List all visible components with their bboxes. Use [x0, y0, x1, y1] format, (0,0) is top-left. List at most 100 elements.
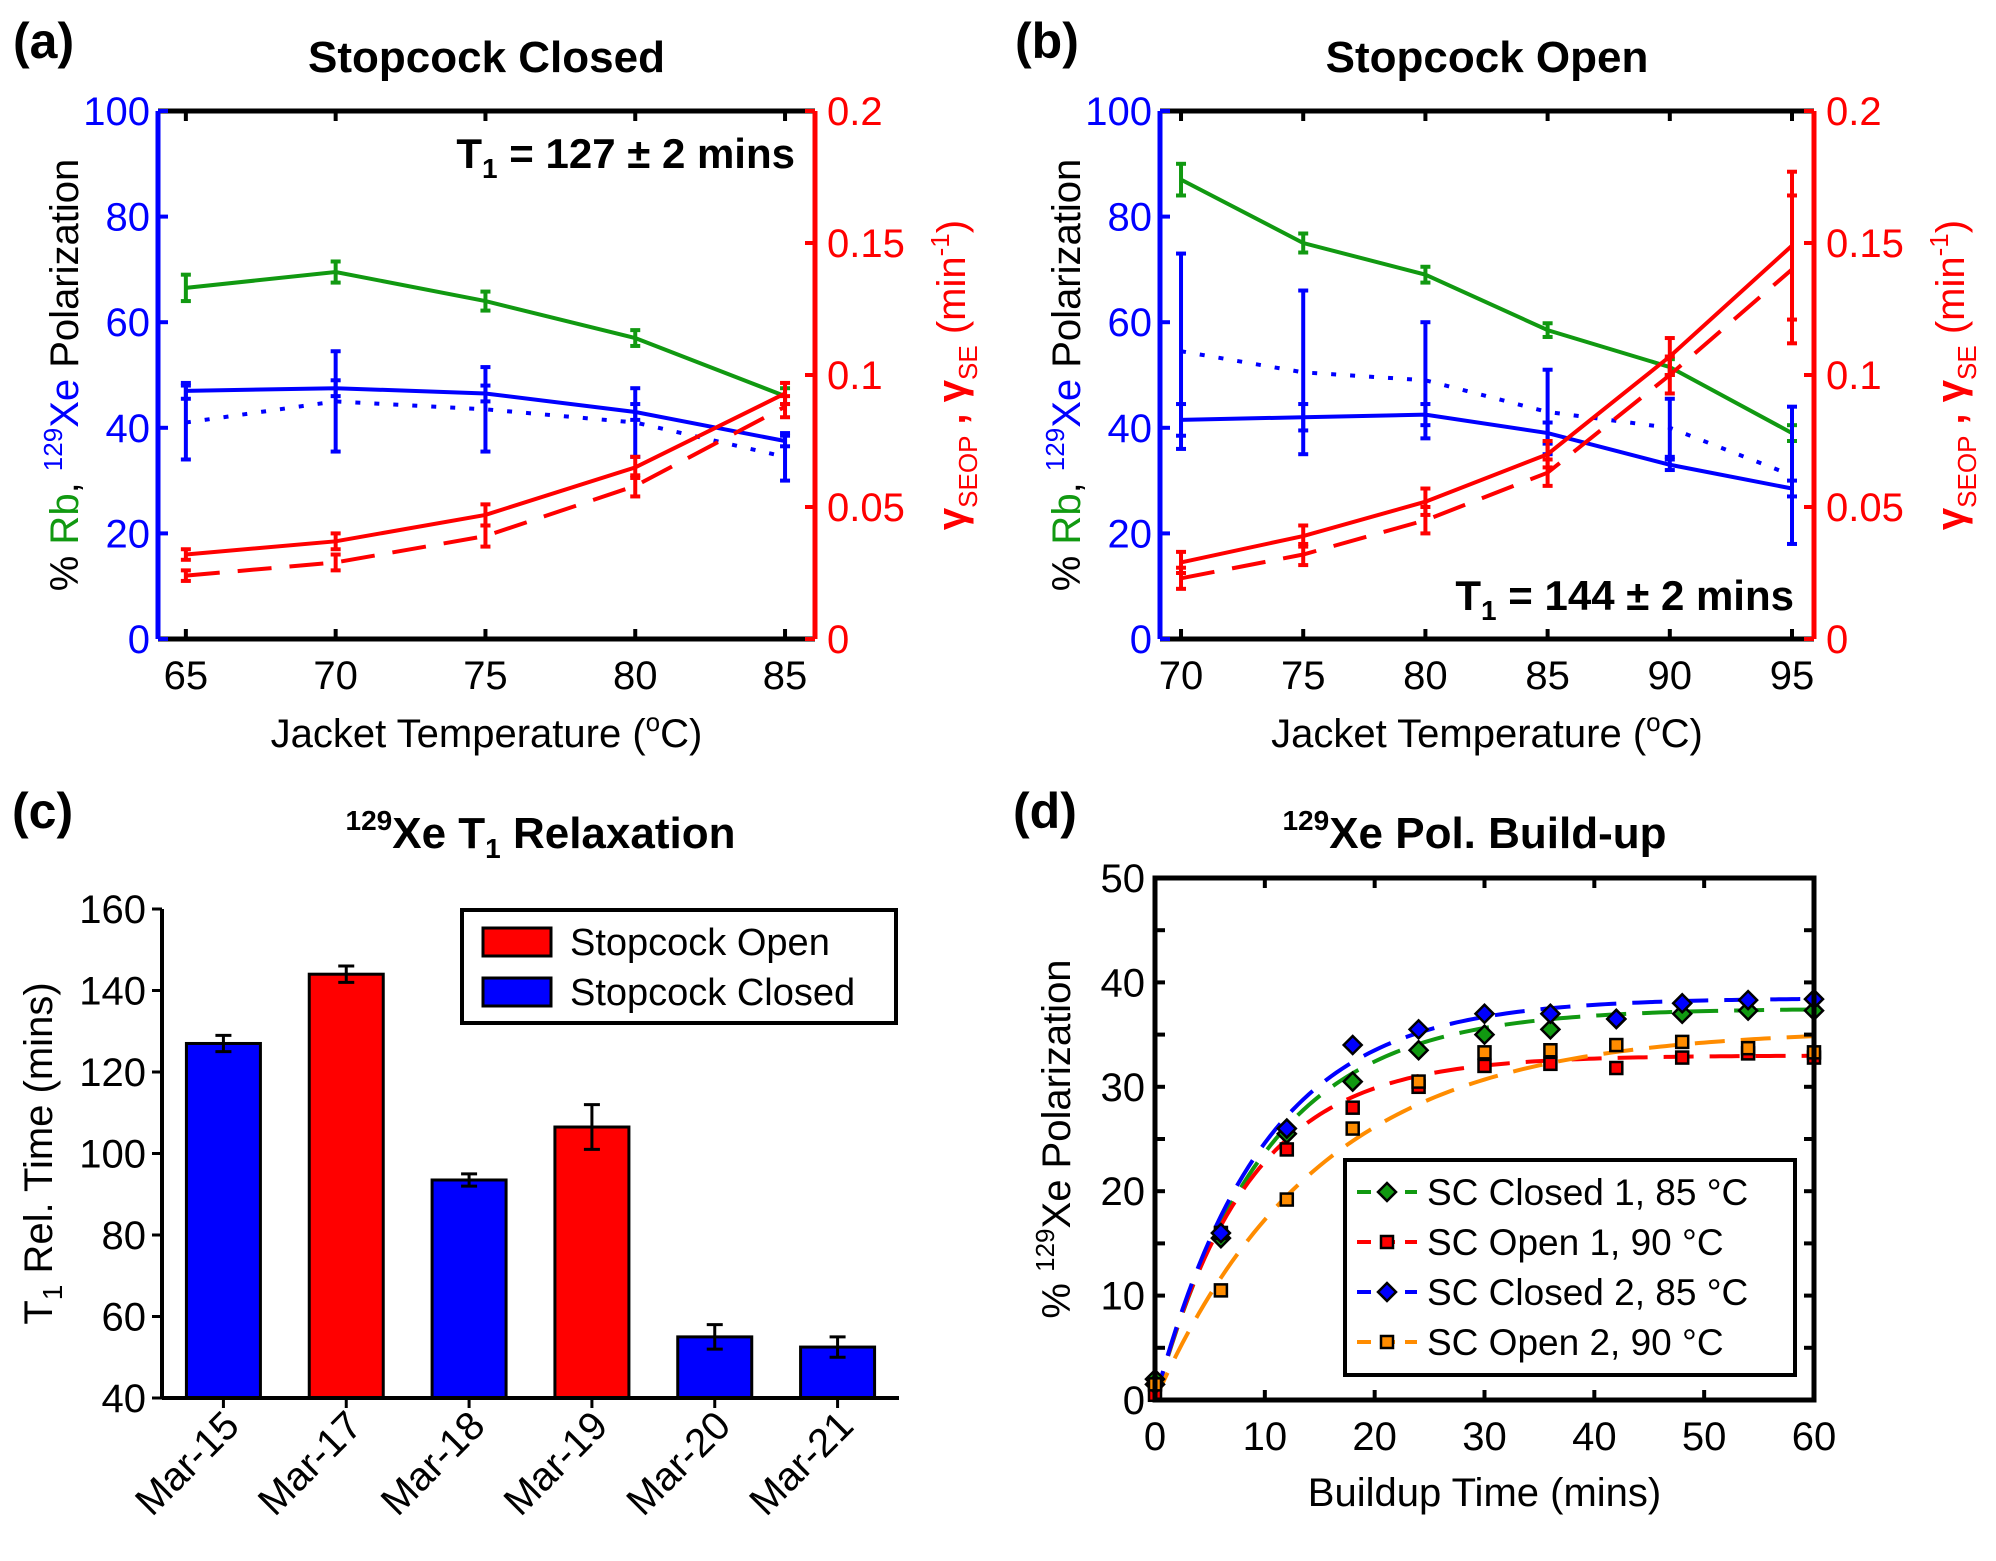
y2-tick-label: 0 [827, 618, 849, 662]
x-tick-label: 95 [1770, 654, 1815, 698]
series-line [1180, 267, 1794, 581]
data-point-square [1477, 1058, 1492, 1074]
legend-label: SC Open 1, 90 °C [1427, 1222, 1724, 1263]
x-tick-label: 85 [763, 654, 808, 698]
y2-tick-label: 0.1 [1826, 354, 1882, 398]
x-tick-label: 70 [313, 654, 358, 698]
text-span: Polarization [43, 159, 87, 379]
chart-title: Stopcock Closed [308, 33, 665, 82]
x-tick-label: 80 [1403, 654, 1448, 698]
text-span: T [456, 130, 482, 177]
text-span: ) [930, 220, 974, 233]
data-point-square [1543, 1043, 1558, 1058]
legend-box [1343, 1158, 1797, 1377]
text-span: γ [1929, 507, 1973, 530]
legend-label: SC Closed 2, 85 °C [1427, 1272, 1748, 1313]
y-tick-label: 20 [1101, 1170, 1146, 1214]
text-span: Xe Polarization [1035, 959, 1079, 1228]
data-point-diamond [1407, 1039, 1430, 1062]
series-line [1180, 244, 1794, 565]
panel-label: (c) [12, 783, 73, 839]
data-point-diamond [1376, 1281, 1398, 1303]
y-tick-label: 50 [1101, 857, 1146, 901]
data-point-diamond [1473, 1002, 1496, 1025]
x-tick-label: 75 [1281, 654, 1326, 698]
panel-label: (d) [1013, 783, 1077, 839]
y2-tick-label: 0.05 [1826, 486, 1904, 530]
data-point-square [1345, 1121, 1360, 1136]
text-span: 1 [482, 153, 498, 184]
text-span: Jacket Temperature ( [1271, 712, 1647, 756]
series-line [1180, 412, 1793, 491]
text-span: % [43, 545, 87, 592]
y-tick-label: 140 [79, 970, 146, 1014]
data-point-square [1674, 1034, 1690, 1050]
data-point-diamond [1376, 1181, 1398, 1203]
text-span: Rel. Time (mins) [17, 982, 61, 1284]
x-tick-label: 30 [1462, 1415, 1507, 1459]
text-span: Xe [1045, 379, 1089, 428]
y-tick-label: 100 [1085, 90, 1152, 134]
x-tick-label: Mar-17 [250, 1403, 371, 1524]
text-span: ) [1929, 220, 1973, 233]
series-line [1180, 349, 1793, 478]
x-tick-label: Mar-15 [127, 1403, 248, 1524]
y-axis-label: % Rb, 129Xe Polarization [38, 159, 87, 592]
y-tick-label: 80 [102, 1214, 147, 1258]
data-point-diamond [1737, 989, 1759, 1011]
x-tick-label: 65 [164, 654, 209, 698]
chart-title: 129Xe Pol. Build-up [1282, 805, 1666, 858]
x-tick-label: Mar-18 [373, 1403, 494, 1524]
x-tick-label: 50 [1682, 1415, 1727, 1459]
panel-label: (b) [1015, 13, 1079, 69]
y2-tick-label: 0.05 [827, 486, 905, 530]
x-axis-label: Jacket Temperature (oC) [1271, 707, 1703, 756]
y2-axis-label: γSEOP , γSE (min-1) [925, 220, 983, 530]
text-span: o [646, 707, 660, 737]
text-span: , [1045, 471, 1089, 493]
text-span: SE [953, 345, 983, 380]
x-tick-label: 60 [1792, 1415, 1837, 1459]
data-point-diamond [1407, 1018, 1430, 1041]
data-point-square [1740, 1040, 1756, 1056]
text-span: Xe Pol. Build-up [1329, 809, 1666, 858]
text-span: Xe T [392, 809, 485, 858]
legend: SC Closed 1, 85 °C SC Open 1, 90 °C SC Clo… [1343, 1158, 1797, 1377]
panel-d: (d) 129Xe Pol. Build-up0 10 20 30 40 50 6001020… [1013, 783, 1836, 1515]
data-point-square [1279, 1142, 1295, 1157]
data-point-diamond [1210, 1222, 1232, 1244]
y-tick-label: 60 [102, 1296, 147, 1340]
y-tick-label: 40 [102, 1377, 147, 1421]
y-tick-label: 30 [1101, 1066, 1146, 1110]
y2-tick-label: 0.15 [827, 222, 905, 266]
text-span: SEOP [953, 436, 983, 508]
fit-curve [1153, 1034, 1815, 1401]
data-point-square [1345, 1100, 1360, 1115]
y-tick-label: 10 [1101, 1275, 1146, 1319]
legend-swatch [481, 976, 553, 1008]
text-span: % [1035, 1272, 1079, 1319]
text-span: , γ [930, 379, 974, 435]
data-point-square [1411, 1074, 1426, 1089]
x-axis-label: Jacket Temperature (oC) [271, 707, 703, 756]
x-tick-label: 20 [1352, 1415, 1397, 1459]
legend-label: SC Open 2, 90 °C [1427, 1322, 1724, 1363]
data-point-square [1609, 1060, 1624, 1076]
data-point-diamond [1341, 1070, 1364, 1093]
annotation-t1: T1 = 127 ± 2 mins [456, 130, 795, 184]
bar [430, 1178, 508, 1400]
x-tick-label: 75 [463, 654, 508, 698]
y-tick-label: 100 [79, 1133, 146, 1177]
data-point-diamond [1473, 1023, 1496, 1046]
y-tick-label: 0 [1130, 618, 1152, 662]
legend-label: Stopcock Closed [570, 972, 855, 1014]
y2-tick-label: 0.2 [827, 90, 883, 134]
text-span: , [43, 471, 87, 493]
text-span: T [17, 1300, 61, 1324]
legend: Stopcock Open Stopcock Closed [460, 908, 898, 1025]
data-point-diamond [1276, 1117, 1298, 1140]
x-tick-label: Mar-19 [496, 1403, 617, 1524]
